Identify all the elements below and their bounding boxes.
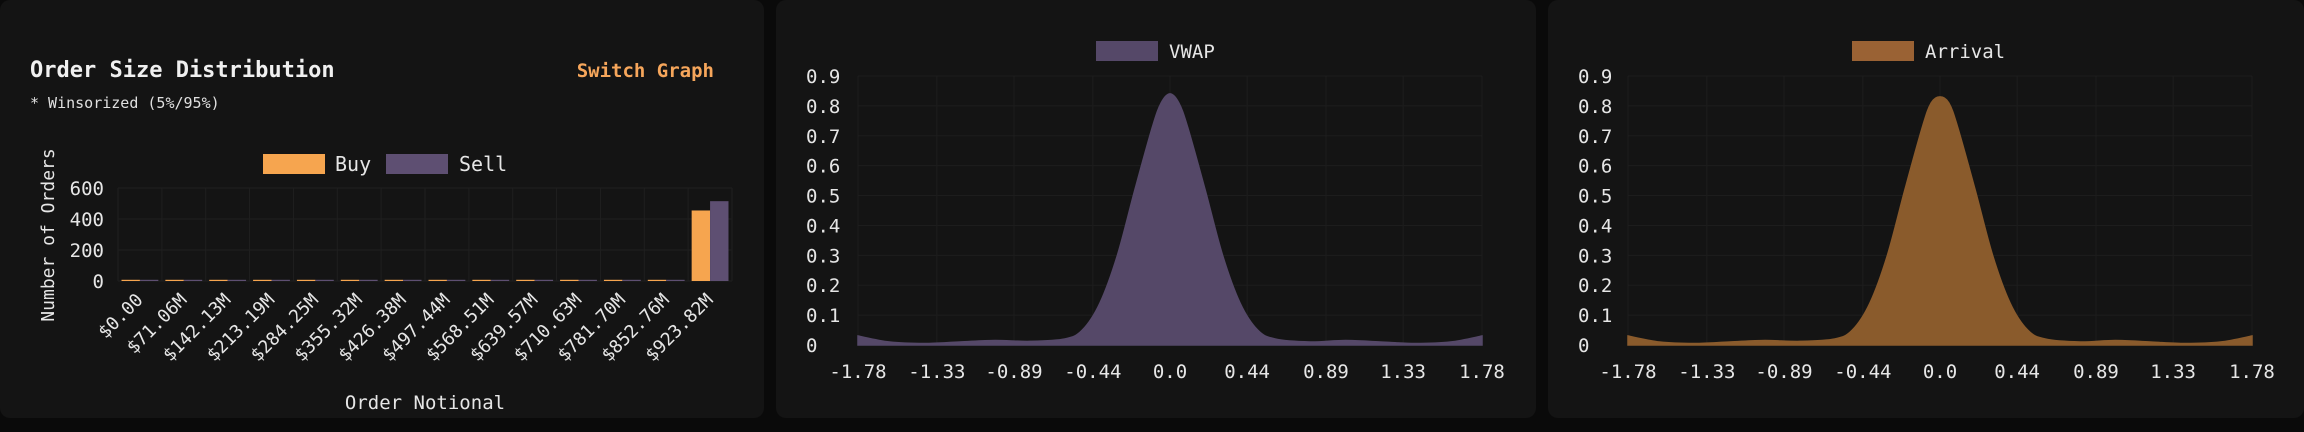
bar-buy (253, 279, 272, 281)
y-tick-label: 0.8 (806, 96, 840, 118)
y-tick-label: 600 (70, 178, 104, 200)
bar-sell (315, 279, 334, 281)
legend-label-sell: Sell (459, 152, 507, 176)
bar-sell (271, 279, 290, 281)
x-tick-label: 0.0 (1153, 361, 1187, 383)
bar-sell (578, 279, 597, 281)
y-tick-label: 0 (1578, 335, 1589, 357)
bar-buy (296, 279, 316, 281)
y-tick-label: 0.9 (1578, 66, 1612, 88)
y-tick-label: 0.4 (806, 215, 840, 237)
bar-buy (384, 279, 404, 281)
x-tick-label: 1.33 (1380, 361, 1426, 383)
bar-sell (403, 279, 422, 281)
x-tick-label: 0.44 (1224, 361, 1270, 383)
bar-sell (446, 279, 466, 281)
x-tick-label: -0.89 (1755, 361, 1812, 383)
x-tick-label: -0.44 (1064, 361, 1121, 383)
y-axis-title: Number of Orders (38, 148, 59, 321)
bar-sell (183, 279, 203, 281)
y-tick-label: 0.1 (1578, 305, 1612, 327)
bar-buy (209, 279, 228, 281)
x-tick-label: 1.78 (2229, 361, 2275, 383)
arrival-density-chart: 0 0.1 0.2 0.3 0.4 0.5 0.6 0.7 0.8 0.9 -1.78 -1.33 -0… (1578, 41, 2275, 383)
legend-swatch (1096, 41, 1158, 61)
bar-buy (691, 210, 711, 281)
y-tick-label: 0 (806, 335, 817, 357)
bar-buy (472, 279, 491, 281)
y-tick-label: 0 (93, 271, 104, 293)
bar-sell (622, 279, 641, 281)
bar-sell (139, 279, 159, 281)
winsorized-note: * Winsorized (5%/95%) (30, 94, 220, 112)
legend-label: VWAP (1169, 41, 1215, 63)
legend-label: Arrival (1925, 41, 2005, 63)
x-axis-title: Order Notional (345, 392, 505, 414)
x-tick-label: 0.44 (1994, 361, 2040, 383)
bar-sell (710, 201, 729, 281)
legend-swatch-sell (386, 154, 448, 174)
bar-sell (666, 279, 685, 281)
x-tick-label: -1.78 (829, 361, 886, 383)
bar-buy (647, 279, 667, 281)
x-tick-label: 0.0 (1923, 361, 1957, 383)
y-tick-label: 0.2 (1578, 275, 1612, 297)
y-tick-label: 0.3 (1578, 245, 1612, 267)
bar-buy (165, 279, 184, 281)
x-tick-label: -1.78 (1599, 361, 1656, 383)
bar-sell (359, 279, 378, 281)
y-tick-label: 0.7 (806, 126, 840, 148)
bar-buy (516, 279, 535, 281)
x-tick-label: 1.78 (1459, 361, 1505, 383)
switch-graph-button[interactable]: Switch Graph (576, 60, 714, 82)
bar-buy (560, 279, 579, 281)
bar-sell (534, 279, 554, 281)
x-tick-label: -0.89 (985, 361, 1042, 383)
y-tick-label: 0.6 (806, 156, 840, 178)
x-tick-label: -1.33 (1678, 361, 1735, 383)
y-tick-label: 0.2 (806, 275, 840, 297)
bar-buy (603, 279, 623, 281)
y-tick-label: 200 (70, 240, 104, 262)
order-size-distribution-panel: Order Size Distribution * Winsorized (5%… (0, 0, 764, 418)
legend-label-buy: Buy (335, 152, 371, 176)
y-tick-label: 0.8 (1578, 96, 1612, 118)
density-area-arrival (1627, 96, 2253, 346)
legend-swatch-buy (263, 154, 325, 174)
bar-sell (490, 279, 510, 281)
y-tick-label: 0.5 (1578, 186, 1612, 208)
y-tick-label: 0.4 (1578, 215, 1612, 237)
legend-swatch (1852, 41, 1914, 61)
y-tick-label: 400 (70, 209, 104, 231)
bar-sell (227, 279, 247, 281)
x-tick-label: 0.89 (1303, 361, 1349, 383)
x-tick-label: 1.33 (2150, 361, 2196, 383)
x-tick-label: 0.89 (2073, 361, 2119, 383)
vwap-density-chart: 0 0.1 0.2 0.3 0.4 0.5 0.6 0.7 0.8 0.9 -1.78 -1.33 -0… (806, 41, 1505, 383)
order-size-bar-chart: 0200400600$0.00$71.06M$142.13M$213.19M$2… (38, 148, 733, 414)
panel-title: Order Size Distribution (30, 58, 335, 83)
bar-buy (428, 279, 447, 281)
y-tick-label: 0.7 (1578, 126, 1612, 148)
bar-buy (340, 279, 360, 281)
x-tick-label: -1.33 (908, 361, 965, 383)
density-area-vwap (857, 93, 1483, 346)
x-tick-label: -0.44 (1834, 361, 1891, 383)
y-tick-label: 0.9 (806, 66, 840, 88)
y-tick-label: 0.3 (806, 245, 840, 267)
vwap-panel: 0 0.1 0.2 0.3 0.4 0.5 0.6 0.7 0.8 0.9 -1.78 -1.33 -0… (776, 0, 1536, 418)
bar-buy (121, 279, 140, 281)
arrival-panel: 0 0.1 0.2 0.3 0.4 0.5 0.6 0.7 0.8 0.9 -1.78 -1.33 -0… (1548, 0, 2304, 418)
y-tick-label: 0.5 (806, 186, 840, 208)
y-tick-label: 0.1 (806, 305, 840, 327)
y-tick-label: 0.6 (1578, 156, 1612, 178)
